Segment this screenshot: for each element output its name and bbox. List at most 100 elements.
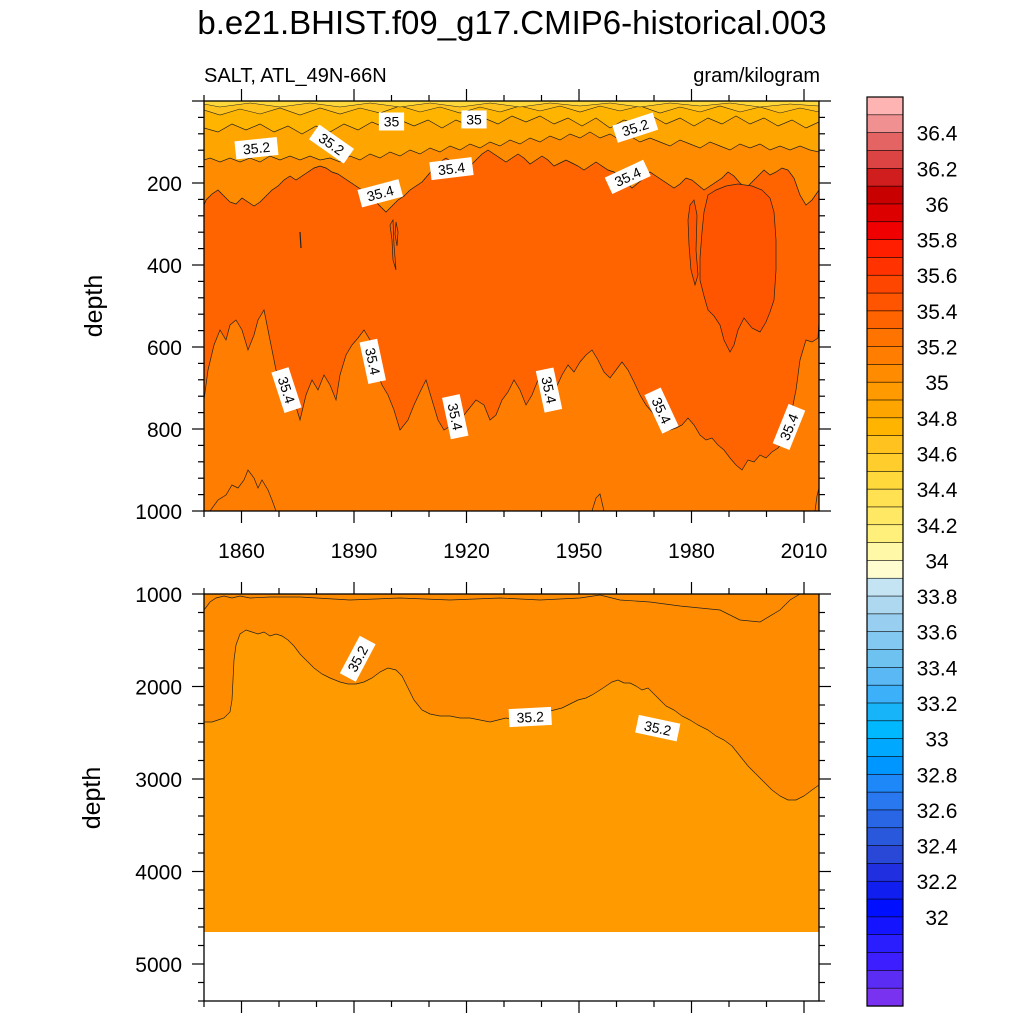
contour-label-text: 35.4 [362, 346, 383, 376]
colorbar-swatch [866, 791, 904, 811]
contour-label-text: 35 [384, 114, 400, 130]
colorbar-label: 34 [925, 550, 949, 573]
contour-label-bg [442, 394, 469, 440]
ylabel-upper: depth [80, 275, 108, 338]
contour-label-text: 35.2 [643, 717, 673, 738]
contour-label: 35.4 [429, 157, 474, 181]
colorbar-label: 33.2 [917, 693, 958, 716]
ticks-lower: 1000 2000 3000 4000 5000 [135, 582, 831, 1013]
ytick-label: 1000 [135, 501, 182, 524]
contour-label-bg [429, 157, 474, 181]
colorbar-swatch [866, 667, 904, 686]
colorbar-label: 33 [925, 729, 948, 752]
contour-deep-2 [591, 487, 819, 511]
colorbar-swatch [866, 880, 904, 900]
colorbar-swatch [866, 577, 904, 597]
contour-label-text: 35.4 [437, 159, 466, 178]
colorbar-swatch [866, 720, 904, 740]
fill-surface-34-4 [204, 101, 819, 108]
contour-label-bg [339, 635, 376, 682]
plot-frame-upper [203, 100, 820, 512]
contour-label: 35.4 [271, 367, 302, 413]
colorbar-label: 32.6 [917, 800, 958, 823]
ytick-label: 800 [147, 419, 182, 442]
contour-label-bg [234, 136, 279, 160]
colorbar-swatch [866, 274, 904, 294]
ytick-label: 4000 [135, 862, 182, 885]
contour-label: 35.2 [234, 136, 279, 160]
colorbar-swatch [866, 845, 904, 865]
colorbar-swatch [866, 150, 904, 169]
colorbar-swatch [866, 773, 904, 793]
colorbar-swatch [866, 649, 904, 668]
colorbar-label: 35.4 [917, 301, 958, 324]
contour-label: 35.2 [612, 112, 659, 143]
colorbar-swatch [866, 827, 904, 847]
xtick-label: 1950 [556, 540, 603, 563]
fill-max-small [687, 199, 699, 287]
colorbar-swatch [866, 114, 904, 134]
contour-label-bg [508, 706, 552, 728]
colorbar-label: 35.8 [917, 230, 958, 253]
ytick-label: 3000 [135, 769, 182, 792]
colorbar-label: 35 [925, 372, 948, 395]
colorbar-swatch [866, 898, 904, 918]
colorbar-label: 36 [925, 194, 948, 217]
colorbar-swatch [866, 560, 904, 579]
contour-label-bg [604, 159, 651, 194]
ytick-label: 400 [147, 255, 182, 278]
contour-label: 35.4 [357, 179, 404, 208]
contour-label-text: 35.4 [365, 182, 396, 205]
colorbar-swatch [866, 239, 904, 259]
colorbar: 36.4 36.2 36 35.8 35.6 35.4 35.2 35 34.8 34.6 34.4… [866, 96, 958, 1007]
colorbar-swatch [866, 221, 904, 241]
colorbar-swatch [866, 310, 904, 330]
contour-label-text: 35.2 [516, 708, 544, 725]
colorbar-swatch [866, 738, 904, 758]
colorbar-label: 33.4 [917, 657, 958, 680]
colorbar-label: 35.6 [917, 265, 958, 288]
ytick-label: 2000 [135, 677, 182, 700]
contour-label: 35.4 [359, 338, 386, 384]
contour-label-bg [359, 338, 386, 384]
colorbar-label: 33.8 [917, 586, 958, 609]
ytick-label: 200 [147, 173, 182, 196]
colorbar-label: 34.8 [917, 408, 958, 431]
xtick-label: 1920 [443, 540, 490, 563]
contour-label-text: 35.2 [242, 139, 271, 158]
contour-label: 35.4 [535, 367, 563, 413]
contour-label-bg [308, 124, 355, 164]
colorbar-swatch [866, 203, 904, 223]
colorbar-swatch [866, 952, 904, 971]
contour-label-bg [635, 714, 681, 742]
colorbar-swatch [866, 631, 904, 651]
contour-label-text: 35.4 [538, 375, 559, 405]
colorbar-label: 33.6 [917, 622, 958, 645]
contour-label-text: 35.4 [445, 402, 466, 432]
colorbar-label: 34.2 [917, 515, 958, 538]
contour-label-bg [357, 179, 404, 208]
contour-label-bg [772, 403, 806, 450]
contour-label: 35.2 [508, 706, 552, 728]
contour-deep-1 [209, 469, 277, 511]
contour-label-text: 35 [466, 111, 482, 127]
colorbar-swatch [866, 595, 904, 615]
colorbar-swatch [866, 756, 904, 775]
contour-label: 35 [461, 110, 487, 129]
colorbar-swatch [866, 987, 904, 1007]
contour-label-bg [271, 367, 302, 413]
colorbar-label: 32.4 [917, 836, 958, 859]
colorbar-swatch [866, 132, 904, 152]
xtick-label: 1980 [668, 540, 715, 563]
colorbar-swatch [866, 613, 904, 633]
contour-label: 35 [378, 112, 405, 131]
colorbar-swatch [866, 970, 904, 989]
colorbar-swatch [866, 702, 904, 722]
colorbar-swatch [866, 809, 904, 829]
colorbar-label: 32.8 [917, 764, 958, 787]
colorbar-swatch [866, 916, 904, 936]
contour-label-bg [535, 367, 563, 413]
colorbar-swatch [866, 96, 904, 116]
colorbar-swatch [866, 292, 904, 312]
